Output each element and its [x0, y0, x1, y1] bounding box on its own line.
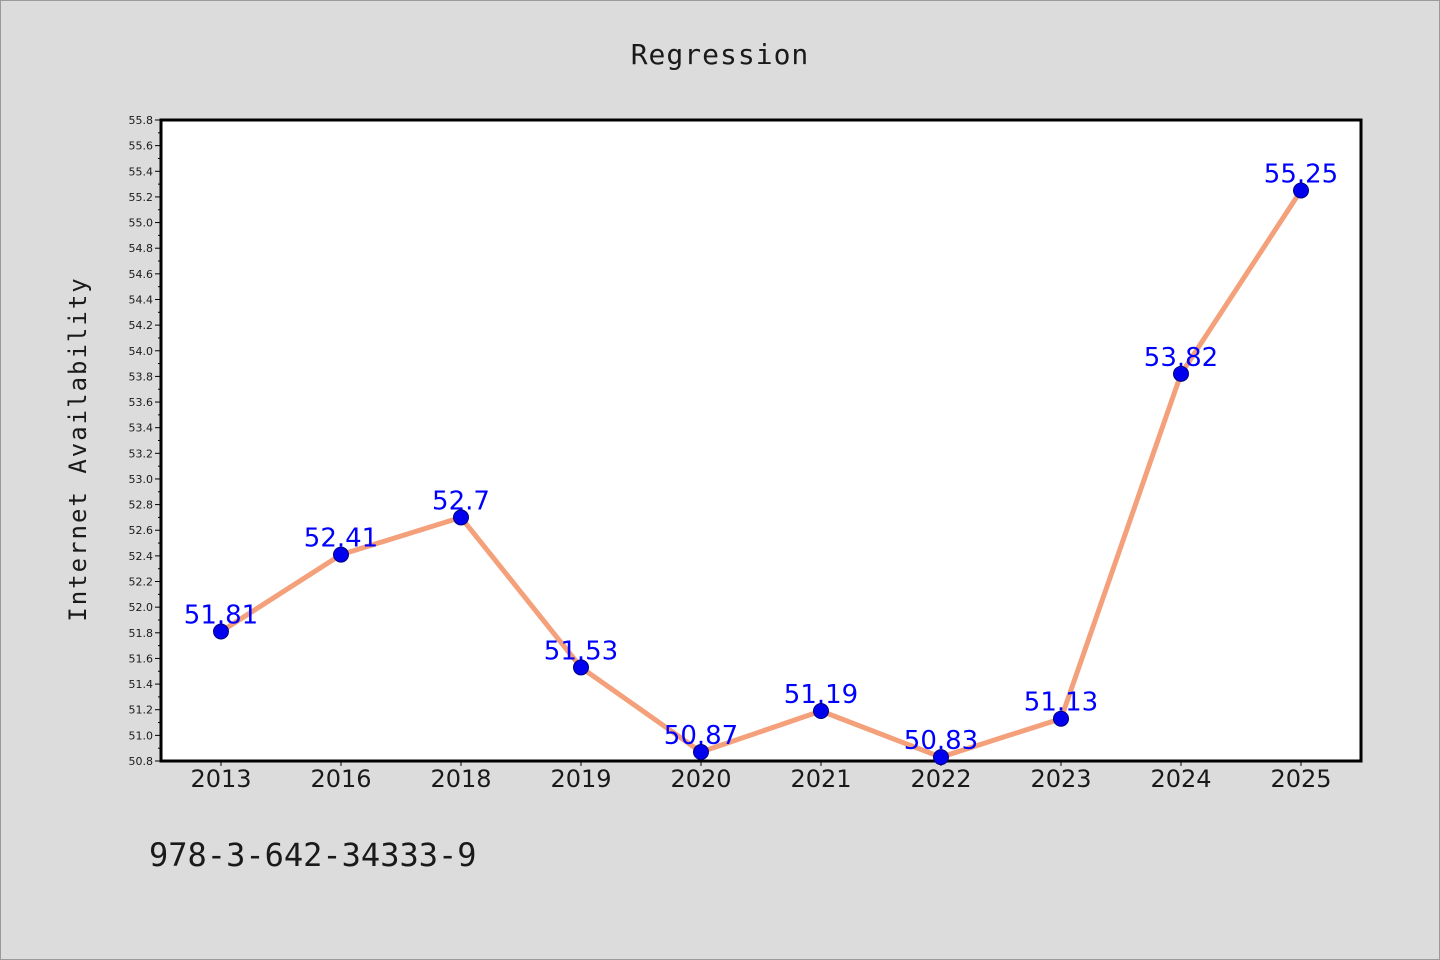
x-axis-ticks: 2013 2016 2018 2019 2020 2021 2022 2023 2024 2025 — [190, 761, 1332, 793]
data-label: 51.53 — [544, 636, 618, 666]
data-point — [1173, 365, 1189, 382]
data-point — [453, 509, 469, 526]
y-tick-label: 50.8 — [129, 755, 154, 768]
x-tick-label: 2024 — [1150, 765, 1211, 793]
x-tick-label: 2025 — [1270, 765, 1331, 793]
x-tick-label: 2022 — [910, 765, 971, 793]
data-label: 51.13 — [1024, 688, 1098, 718]
y-tick-label: 53.6 — [129, 396, 154, 409]
x-tick-label: 2023 — [1030, 765, 1091, 793]
data-label: 51.81 — [184, 601, 258, 631]
data-label: 50.87 — [664, 721, 738, 751]
y-tick-label: 53.8 — [129, 370, 154, 383]
y-tick-label: 51.2 — [129, 704, 154, 717]
y-tick-label: 54.4 — [129, 293, 154, 306]
x-tick-label: 2013 — [190, 765, 251, 793]
data-label: 55.25 — [1264, 160, 1338, 190]
x-tick-label: 2019 — [550, 765, 611, 793]
y-tick-label: 52.8 — [129, 499, 154, 512]
data-point — [1053, 710, 1069, 727]
y-tick-label: 51.0 — [129, 729, 154, 742]
data-point — [573, 659, 589, 676]
y-tick-label: 51.8 — [129, 627, 154, 640]
y-tick-label: 52.6 — [129, 524, 154, 537]
chart-title: Regression — [631, 38, 810, 71]
data-point — [693, 744, 709, 761]
data-labels-group: 51.81 52.41 52.7 51.53 50.87 51.19 50.83 51.13 5… — [184, 160, 1338, 757]
y-tick-label: 54.8 — [129, 242, 154, 255]
y-tick-label: 52.2 — [129, 576, 154, 589]
y-tick-label: 54.2 — [129, 319, 154, 332]
x-tick-label: 2021 — [790, 765, 851, 793]
data-label: 50.83 — [904, 726, 978, 756]
series-line — [218, 188, 1304, 760]
data-label: 52.41 — [304, 524, 378, 554]
data-point — [813, 703, 829, 720]
y-axis-label: Internet Availability — [64, 276, 92, 621]
x-tick-label: 2020 — [670, 765, 731, 793]
data-point — [333, 546, 349, 563]
y-tick-label: 52.0 — [129, 601, 154, 614]
x-tick-label: 2018 — [430, 765, 491, 793]
y-tick-label: 52.4 — [129, 550, 154, 563]
y-tick-label: 53.4 — [129, 422, 154, 435]
data-point — [933, 749, 949, 766]
y-tick-label: 55.4 — [129, 165, 154, 178]
y-tick-label: 54.0 — [129, 345, 154, 358]
y-axis-ticks: 50.8 51.0 51.2 51.4 51.6 51.8 52.0 52.2 52.4 52.6… — [129, 114, 161, 768]
y-tick-label: 55.8 — [129, 114, 154, 127]
data-label: 53.82 — [1144, 343, 1218, 373]
data-point — [213, 623, 229, 640]
y-tick-label: 55.6 — [129, 140, 154, 153]
y-tick-label: 53.2 — [129, 447, 154, 460]
data-label: 51.19 — [784, 680, 858, 710]
y-tick-label: 51.6 — [129, 652, 154, 665]
x-tick-label: 2016 — [310, 765, 371, 793]
data-point — [1293, 182, 1309, 199]
y-tick-label: 54.6 — [129, 268, 154, 281]
y-tick-label: 51.4 — [129, 678, 154, 691]
data-label: 52.7 — [432, 486, 490, 516]
y-tick-label: 53.0 — [129, 473, 154, 486]
y-tick-label: 55.2 — [129, 191, 154, 204]
y-tick-label: 55.0 — [129, 217, 154, 230]
plot-area — [159, 118, 1363, 763]
footnote-isbn: 978-3-642-34333-9 — [149, 836, 477, 874]
series-line-group — [213, 182, 1309, 766]
